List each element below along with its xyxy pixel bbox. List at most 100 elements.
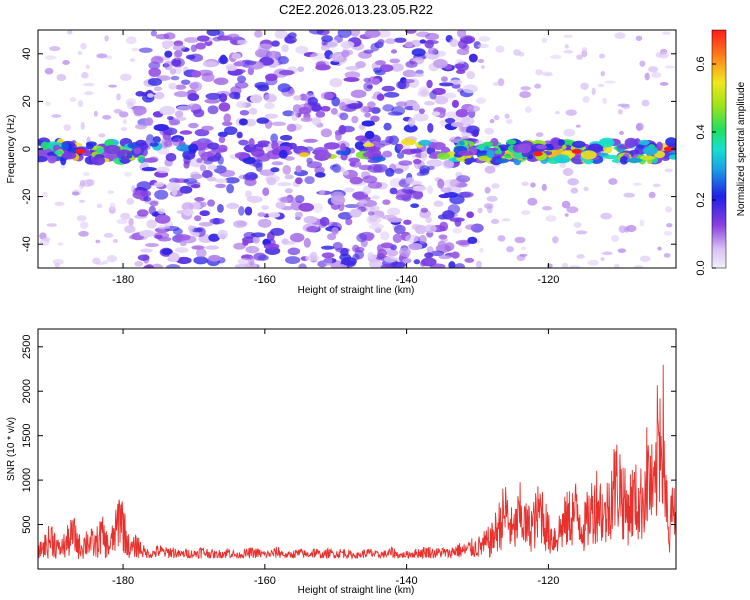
spectrogram-cell bbox=[602, 97, 607, 104]
spectrogram-cell bbox=[638, 139, 650, 146]
spectrogram-cell bbox=[395, 101, 408, 107]
spectrogram-cell bbox=[664, 65, 676, 69]
spectrogram-cell bbox=[343, 77, 360, 82]
spectrogram-cell bbox=[398, 160, 413, 166]
spectrogram-cell bbox=[665, 206, 673, 213]
snr-x-tick-label: -160 bbox=[254, 575, 276, 587]
spectrogram-cell bbox=[408, 72, 425, 78]
spectrogram-cell bbox=[399, 247, 411, 257]
spectrogram-cell bbox=[340, 143, 347, 152]
spectrogram-cell bbox=[567, 178, 579, 186]
spectrogram-cell bbox=[424, 101, 435, 106]
spectrogram-cell bbox=[167, 116, 174, 121]
spectrogram-cell bbox=[412, 185, 427, 192]
spectrogram-cell bbox=[459, 191, 474, 198]
spectrogram-cell bbox=[346, 127, 354, 133]
spectrogram-cell bbox=[341, 49, 350, 58]
spectrogram-cell bbox=[233, 61, 245, 67]
spectrogram-cell bbox=[264, 113, 279, 119]
spectrogram-cell bbox=[236, 131, 243, 139]
spectrogram-cell bbox=[120, 155, 130, 164]
spectrogram-cell bbox=[186, 181, 201, 187]
spectrogram-cell bbox=[470, 129, 479, 137]
spectrogram-cell bbox=[257, 84, 270, 92]
spectrogram-cell bbox=[224, 177, 240, 184]
spectrogram-cell bbox=[385, 135, 394, 144]
spectrogram-cell bbox=[234, 263, 251, 268]
spectrogram-cell bbox=[486, 195, 498, 202]
spectrogram-cell bbox=[475, 260, 482, 268]
spectrogram-cell bbox=[467, 236, 478, 245]
spectrogram-cell bbox=[483, 203, 494, 209]
spectrogram-cell bbox=[576, 254, 585, 259]
spectrogram-cell bbox=[216, 204, 224, 213]
spectrogram-cell bbox=[460, 132, 472, 137]
spectrogram-cell bbox=[367, 181, 383, 189]
spectrogram-cell bbox=[174, 50, 183, 58]
spectrogram-cell bbox=[145, 263, 154, 268]
spectrogram-cell bbox=[424, 252, 434, 259]
spectrogram-cell bbox=[56, 74, 67, 82]
snr-y-axis: 500 1000 1500 2000 2500 bbox=[21, 335, 676, 534]
spectrogram-cell bbox=[418, 139, 432, 146]
spectrogram-cell bbox=[385, 38, 396, 45]
spectrogram-y-tick-label: 0 bbox=[21, 146, 33, 152]
spectrogram-cell bbox=[396, 143, 404, 151]
spectrogram-cell bbox=[295, 45, 309, 54]
spectrogram-cell bbox=[410, 148, 423, 154]
spectrogram-cell bbox=[71, 191, 80, 196]
spectrogram-cell bbox=[312, 202, 323, 213]
spectrogram-cell bbox=[591, 87, 596, 96]
spectrogram-cell bbox=[131, 185, 136, 194]
spectrogram-cell bbox=[566, 206, 579, 214]
snr-y-label: SNR (10 * v/v) bbox=[6, 417, 17, 481]
spectrogram-cell bbox=[413, 113, 429, 122]
spectrogram-cell bbox=[298, 202, 315, 212]
spectrogram-cell bbox=[565, 109, 577, 116]
spectrogram-cell bbox=[320, 245, 335, 250]
spectrogram-cell bbox=[352, 244, 360, 253]
spectrogram-cell bbox=[226, 183, 235, 194]
spectrogram-cell bbox=[176, 256, 192, 265]
spectrogram-cell bbox=[597, 83, 605, 87]
spectrogram-cell bbox=[370, 106, 381, 114]
spectrogram-cell bbox=[80, 121, 85, 130]
spectrogram-cell bbox=[277, 56, 289, 65]
spectrogram-cell bbox=[308, 30, 325, 35]
spectrogram-cell bbox=[364, 130, 375, 140]
spectrogram-cell bbox=[270, 227, 285, 236]
spectrogram-cell bbox=[231, 53, 242, 60]
spectrogram-cell bbox=[478, 36, 491, 42]
spectrogram-cell bbox=[619, 155, 629, 165]
spectrogram-cell bbox=[133, 105, 147, 116]
spectrogram-cell bbox=[648, 191, 656, 199]
spectrogram-cell bbox=[668, 154, 676, 160]
spectrogram-cell bbox=[641, 99, 650, 107]
spectrogram-cell bbox=[116, 93, 121, 101]
spectrogram-cell bbox=[520, 86, 531, 91]
spectrogram-cell bbox=[169, 68, 177, 75]
spectrogram-cell bbox=[617, 108, 623, 115]
spectrogram-cell bbox=[455, 239, 471, 246]
spectrogram-cell bbox=[623, 192, 635, 198]
spectrogram-cell bbox=[433, 58, 448, 69]
spectrogram-cell bbox=[152, 136, 161, 144]
spectrogram-cell bbox=[311, 104, 323, 112]
spectrogram-cells bbox=[38, 30, 676, 268]
spectrogram-cell bbox=[242, 239, 249, 246]
spectrogram-cell bbox=[404, 41, 414, 48]
spectrogram-cell bbox=[149, 200, 159, 207]
spectrogram-cell bbox=[349, 176, 363, 185]
spectrogram-cell bbox=[213, 77, 229, 86]
spectrogram-cell bbox=[265, 174, 280, 183]
spectrogram-cell bbox=[381, 85, 396, 92]
spectrogram-cell bbox=[447, 204, 461, 215]
spectrogram-cell bbox=[427, 122, 434, 133]
snr-x-tick-label: -120 bbox=[537, 575, 559, 587]
spectrogram-cell bbox=[154, 214, 171, 224]
spectrogram-cell bbox=[542, 206, 552, 211]
spectrogram-cell bbox=[598, 53, 606, 59]
spectrogram-cell bbox=[514, 236, 526, 244]
spectrogram-cell bbox=[338, 124, 347, 135]
spectrogram-cell bbox=[109, 202, 116, 211]
